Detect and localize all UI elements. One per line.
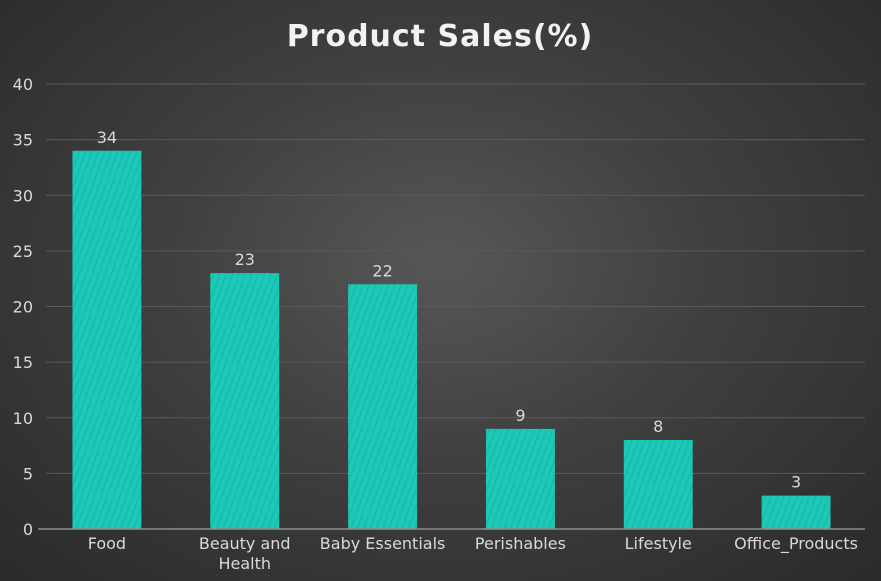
category-label-3: Perishables xyxy=(475,534,566,553)
category-label-2: Baby Essentials xyxy=(320,534,446,553)
x-axis-category-labels: Food Beauty and Health Baby Essentials Peris… xyxy=(88,534,858,573)
y-tick-label-35: 35 xyxy=(13,131,33,150)
data-label-3: 9 xyxy=(515,406,525,425)
data-label-2: 22 xyxy=(372,261,392,280)
category-label-line: Office_Products xyxy=(734,534,858,554)
category-label-4: Lifestyle xyxy=(625,534,692,553)
category-label-line: Perishables xyxy=(475,534,566,553)
bar-baby-essentials xyxy=(348,284,418,529)
bar-office-products xyxy=(761,495,831,529)
y-tick-label-20: 20 xyxy=(13,298,33,317)
y-tick-label-5: 5 xyxy=(23,464,33,483)
bar-perishables xyxy=(485,428,555,529)
bar-food xyxy=(72,150,142,529)
category-label-1: Beauty and Health xyxy=(199,534,291,573)
data-label-4: 8 xyxy=(653,417,663,436)
bars xyxy=(72,150,831,529)
category-label-0: Food xyxy=(88,534,126,553)
bar-beauty-and-health xyxy=(210,273,280,529)
category-label-line: Food xyxy=(88,534,126,553)
category-label-line: Baby Essentials xyxy=(320,534,446,553)
bar-lifestyle xyxy=(623,440,693,529)
y-tick-label-30: 30 xyxy=(13,186,33,205)
category-label-line: Lifestyle xyxy=(625,534,692,553)
data-labels: 34 23 22 9 8 3 xyxy=(97,128,801,492)
y-tick-label-25: 25 xyxy=(13,242,33,261)
y-tick-label-15: 15 xyxy=(13,353,33,372)
data-label-0: 34 xyxy=(97,128,117,147)
y-tick-label-0: 0 xyxy=(23,520,33,539)
y-axis-tick-labels: 0 5 10 15 20 25 30 35 40 xyxy=(13,75,33,539)
category-label-line: Health xyxy=(218,554,271,573)
gridlines xyxy=(46,83,865,474)
data-label-1: 23 xyxy=(235,250,255,269)
y-tick-label-10: 10 xyxy=(13,409,33,428)
y-tick-label-40: 40 xyxy=(13,75,33,94)
data-label-5: 3 xyxy=(791,473,801,492)
category-label-line: Beauty and xyxy=(199,534,291,553)
chart-title: Product Sales(%) xyxy=(287,19,594,54)
category-label-5: Office_Products xyxy=(734,534,858,554)
